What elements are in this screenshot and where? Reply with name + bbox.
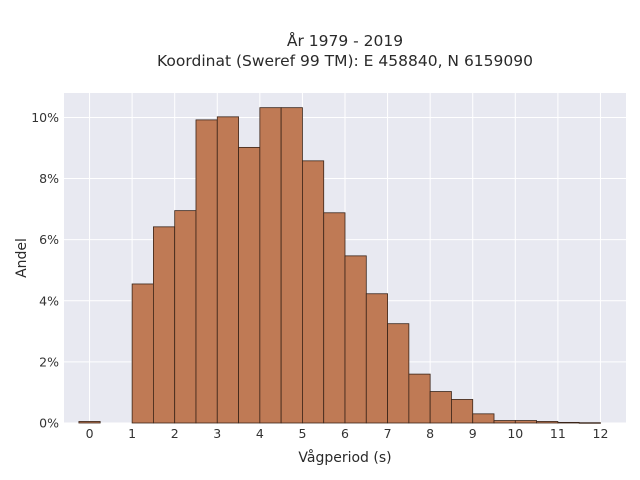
y-tick-label: 6% <box>39 232 59 247</box>
bars <box>78 107 601 424</box>
histogram-bar <box>195 119 218 424</box>
histogram-bar <box>302 160 325 424</box>
y-tick-label: 0% <box>39 416 59 431</box>
x-tick-label: 8 <box>426 426 434 441</box>
x-tick-label: 2 <box>171 426 179 441</box>
histogram-bar <box>153 226 176 424</box>
x-axis-label: Vågperiod (s) <box>298 449 391 466</box>
y-axis-ticks: 0% 2% 4% 6% 8% 10% <box>31 110 59 431</box>
chart-subtitle: Koordinat (Sweref 99 TM): E 458840, N 61… <box>157 52 533 70</box>
x-tick-label: 12 <box>593 426 609 441</box>
histogram-bar <box>578 422 601 424</box>
histogram-bar <box>238 146 261 424</box>
histogram-bar <box>472 413 495 424</box>
histogram-bar <box>429 391 452 424</box>
histogram-bar <box>514 420 537 424</box>
x-tick-label: 9 <box>469 426 477 441</box>
y-axis-label: Andel <box>14 238 30 278</box>
x-tick-label: 3 <box>213 426 221 441</box>
x-tick-label: 0 <box>86 426 94 441</box>
y-tick-label: 8% <box>39 171 59 186</box>
histogram-bar <box>536 421 559 424</box>
y-tick-label: 4% <box>39 293 59 308</box>
histogram-bar <box>280 107 303 424</box>
x-tick-label: 4 <box>256 426 264 441</box>
histogram-bar <box>216 116 239 424</box>
histogram-bar <box>78 421 101 424</box>
histogram-bar <box>451 399 474 424</box>
x-tick-label: 5 <box>298 426 306 441</box>
histogram-bar <box>387 323 410 424</box>
histogram-bar <box>344 255 367 424</box>
histogram-bar <box>493 420 516 424</box>
histogram-bar <box>557 421 580 424</box>
y-tick-label: 10% <box>31 110 59 125</box>
x-tick-label: 10 <box>507 426 523 441</box>
x-axis-ticks: 0 1 2 3 4 5 6 7 8 9 10 11 12 <box>86 426 609 441</box>
x-tick-label: 1 <box>128 426 136 441</box>
x-tick-label: 11 <box>550 426 566 441</box>
chart-title: År 1979 - 2019 <box>287 31 403 50</box>
histogram-bar <box>131 283 154 424</box>
histogram-bar <box>408 373 431 424</box>
histogram-bar <box>174 210 197 424</box>
histogram-bar <box>365 293 388 424</box>
x-tick-label: 6 <box>341 426 349 441</box>
histogram-bar <box>259 107 282 424</box>
y-tick-label: 2% <box>39 354 59 369</box>
histogram-bar <box>323 212 346 424</box>
x-tick-label: 7 <box>384 426 392 441</box>
